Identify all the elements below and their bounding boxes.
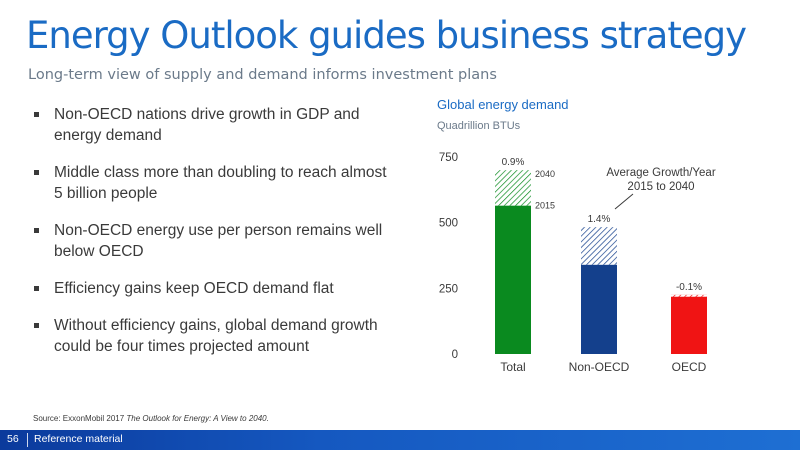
y-tick-label: 500 xyxy=(439,218,458,230)
y-tick-label: 750 xyxy=(439,152,458,164)
bullet-list: Non-OECD nations drive growth in GDP and… xyxy=(34,104,394,373)
annotation-line-2: 2015 to 2040 xyxy=(627,181,694,193)
chart-title: Global energy demand xyxy=(437,97,569,112)
x-category-label: Non-OECD xyxy=(569,360,630,374)
bullet-item: Middle class more than doubling to reach… xyxy=(34,162,394,204)
bullet-item: Without efficiency gains, global demand … xyxy=(34,315,394,357)
growth-label: 0.9% xyxy=(502,157,525,168)
source-note: Source: ExxonMobil 2017 The Outlook for … xyxy=(33,414,269,423)
bar-2015-total xyxy=(495,205,531,354)
source-prefix: Source: ExxonMobil 2017 xyxy=(33,414,127,423)
year-label-2040: 2040 xyxy=(535,169,555,179)
page-subtitle: Long-term view of supply and demand info… xyxy=(28,67,497,83)
chart-subtitle: Quadrillion BTUs xyxy=(437,120,521,132)
growth-label: 1.4% xyxy=(588,214,611,225)
growth-label: -0.1% xyxy=(676,282,702,293)
footer-label: Reference material xyxy=(34,433,123,445)
chart-plot-area: 0 250 500 750 0.9% Total 1.4% Non-OECD -0.1% OECD… xyxy=(439,152,716,374)
energy-demand-chart: Global energy demand Quadrillion BTUs 0 2… xyxy=(437,97,716,374)
bar-2040-non-oecd xyxy=(581,227,617,265)
footer-divider xyxy=(27,433,28,447)
bar-2040-oecd xyxy=(671,294,707,297)
x-category-label: OECD xyxy=(672,360,707,374)
bullet-item: Efficiency gains keep OECD demand flat xyxy=(34,278,394,299)
page-title: Energy Outlook guides business strategy xyxy=(26,14,747,57)
bar-2040-total xyxy=(495,170,531,206)
bullet-item: Non-OECD energy use per person remains w… xyxy=(34,220,394,262)
page-number: 56 xyxy=(7,433,19,445)
annotation-line-1: Average Growth/Year xyxy=(606,167,715,179)
bullet-item: Non-OECD nations drive growth in GDP and… xyxy=(34,104,394,146)
y-tick-label: 250 xyxy=(439,283,458,295)
annotation-leader-line xyxy=(614,193,634,210)
x-category-label: Total xyxy=(500,360,525,374)
bar-2015-oecd xyxy=(671,294,707,354)
source-title: The Outlook for Energy: A View to 2040. xyxy=(126,414,269,423)
y-tick-label: 0 xyxy=(452,349,458,361)
footer-bar: 56 Reference material xyxy=(0,430,800,450)
bar-2015-non-oecd xyxy=(581,264,617,354)
year-label-2015: 2015 xyxy=(535,201,555,211)
